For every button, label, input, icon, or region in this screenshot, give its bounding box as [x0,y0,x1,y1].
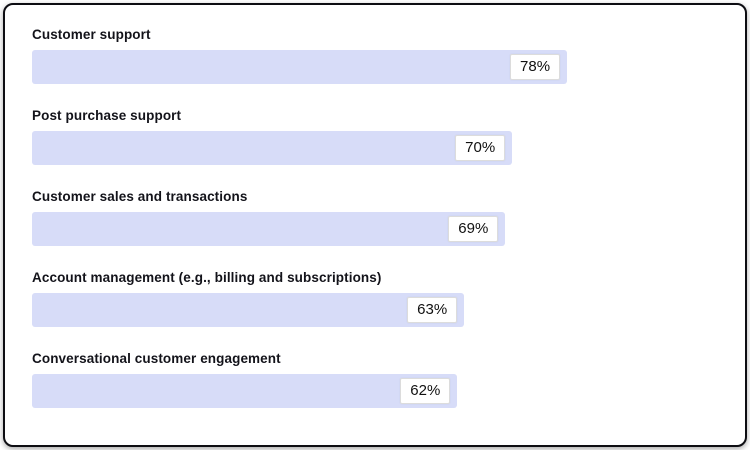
bar: 63% [32,293,465,327]
value-badge: 63% [407,297,458,323]
value-badge: 62% [400,378,451,404]
value-badge: 70% [455,135,506,161]
chart-card: Customer support 78% Post purchase support… [3,3,747,447]
bar: 69% [32,212,506,246]
bar: 78% [32,50,568,84]
bar-track: 62% [32,374,718,408]
bar-row: Customer support 78% [32,27,718,84]
bar-chart: Customer support 78% Post purchase support… [32,27,718,431]
bar: 62% [32,374,458,408]
bar-category-label: Post purchase support [32,108,182,123]
bar-track: 63% [32,293,718,327]
value-badge: 69% [448,216,499,242]
bar-track: 69% [32,212,718,246]
bar-row: Customer sales and transactions 69% [32,189,718,246]
bar-track: 70% [32,131,718,165]
bar-row: Conversational customer engagement 62% [32,351,718,408]
bar-category-label: Customer sales and transactions [32,189,248,204]
value-badge: 78% [510,54,561,80]
bar-row: Post purchase support 70% [32,108,718,165]
bar-category-label: Customer support [32,27,151,42]
bar-track: 78% [32,50,718,84]
bar-category-label: Account management (e.g., billing and su… [32,270,382,285]
bar-category-label: Conversational customer engagement [32,351,281,366]
bar: 70% [32,131,513,165]
bar-row: Account management (e.g., billing and su… [32,270,718,327]
